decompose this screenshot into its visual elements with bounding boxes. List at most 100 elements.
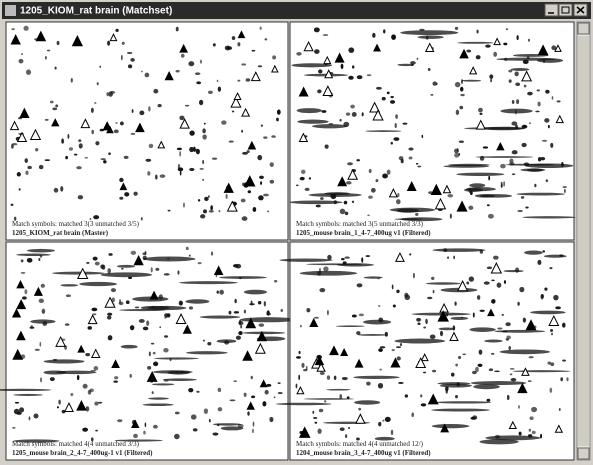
scroll-thumb[interactable] [578, 36, 589, 446]
gel-spot [530, 416, 534, 420]
minimize-button[interactable] [545, 4, 558, 16]
maximize-button[interactable] [559, 4, 572, 16]
gel-spot [130, 325, 135, 330]
gel-spot [14, 409, 20, 415]
gel-spot [405, 394, 408, 397]
gel-spot [527, 92, 533, 96]
gel-spot [352, 315, 357, 318]
gel-panel[interactable]: Match symbols: matched 3(5 unmatched 3/3… [290, 22, 576, 240]
gel-spot [189, 306, 193, 309]
gel-spot [179, 116, 184, 121]
gel-spot [445, 386, 449, 391]
gel-spot [487, 204, 490, 206]
gel-spot [537, 102, 540, 107]
gel-streak [527, 168, 543, 171]
gel-spot [460, 94, 464, 96]
gel-spot [78, 139, 81, 142]
gel-spot [160, 174, 166, 178]
gel-spot [433, 290, 435, 294]
gel-spot [550, 329, 553, 332]
gel-spot [545, 90, 549, 94]
gel-spot [454, 302, 456, 306]
gel-spot [391, 430, 393, 435]
gel-spot [537, 260, 541, 265]
gel-spot [377, 277, 380, 279]
gel-spot [57, 406, 59, 408]
gel-spot [409, 157, 413, 160]
gel-streak [432, 248, 485, 251]
gel-streak [243, 332, 286, 335]
gel-spot [240, 325, 242, 329]
gel-streak [494, 330, 545, 333]
gel-spot [409, 253, 411, 255]
gel-spot [523, 317, 526, 322]
gel-spot [168, 210, 171, 212]
gel-spot [17, 172, 21, 176]
gel-spot [52, 107, 57, 110]
gel-spot [460, 87, 463, 92]
gel-spot [461, 317, 463, 319]
gel-spot [200, 214, 205, 218]
gel-spot [239, 277, 242, 279]
scroll-down[interactable] [578, 448, 589, 459]
gel-spot [159, 294, 163, 299]
gel-spot [148, 106, 150, 111]
scroll-up[interactable] [578, 23, 589, 34]
gel-spot [217, 423, 220, 426]
gel-streak [436, 401, 491, 403]
gel-spot [527, 56, 530, 59]
gel-spot [525, 206, 528, 208]
gel-streak [276, 403, 332, 406]
gel-spot [19, 407, 24, 412]
gel-spot [221, 120, 226, 124]
gel-spot [209, 210, 214, 212]
gel-spot [175, 412, 180, 415]
gel-streak [16, 254, 51, 256]
gel-spot [108, 335, 113, 340]
gel-spot [426, 35, 428, 39]
gel-spot [127, 52, 132, 54]
gel-spot [461, 79, 463, 84]
gel-spot [54, 188, 58, 193]
gel-spot [179, 301, 183, 306]
gel-streak [456, 173, 504, 176]
gel-spot [524, 162, 530, 166]
gel-spot [395, 114, 398, 119]
gel-spot [83, 384, 88, 389]
gel-spot [177, 148, 182, 151]
gel-spot [269, 417, 273, 422]
gel-spot [21, 259, 24, 262]
gel-spot [252, 429, 254, 433]
gel-streak [469, 183, 485, 187]
gel-spot [551, 333, 553, 336]
gel-panel[interactable]: Match symbols: matched 4(4 unmatched 3/3… [0, 242, 296, 460]
gel-spot [504, 280, 506, 284]
gel-spot [341, 64, 344, 69]
gel-spot [334, 200, 337, 204]
gel-spot [446, 313, 448, 316]
gel-streak [27, 249, 55, 252]
gel-streak [297, 108, 322, 113]
gel-spot [427, 297, 432, 299]
gel-spot [65, 156, 68, 159]
gel-spot [469, 276, 474, 281]
gel-spot [159, 326, 161, 328]
gel-spot [459, 106, 463, 110]
gel-spot [296, 52, 301, 56]
window-controls[interactable] [545, 4, 587, 16]
gel-streak [44, 359, 85, 363]
gel-panel[interactable]: Match symbols: matched 4(4 unmatched 12/… [276, 242, 574, 460]
gel-spot [313, 417, 317, 419]
gel-spot [139, 319, 145, 323]
gel-spot [502, 331, 508, 333]
gel-spot [217, 80, 219, 83]
gel-spot [128, 277, 132, 279]
gel-spot [122, 42, 125, 45]
gel-panel[interactable]: Match symbols: matched 3(3 unmatched 3/5… [6, 22, 288, 240]
gel-spot [503, 43, 507, 46]
gel-spot [306, 308, 310, 312]
gel-spot [423, 326, 426, 328]
gel-spot [519, 432, 522, 436]
gel-spot [470, 417, 476, 420]
gel-spot [560, 377, 563, 381]
